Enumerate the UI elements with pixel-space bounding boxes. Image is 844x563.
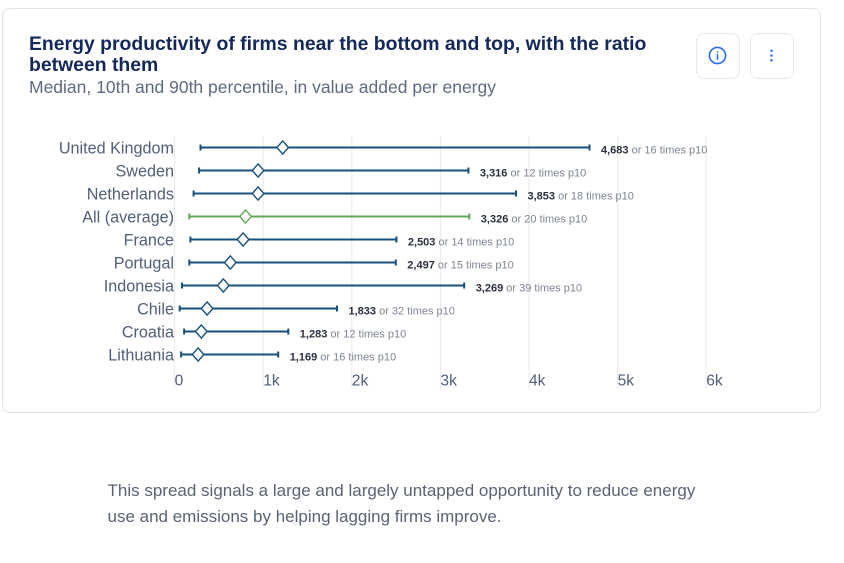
svg-text:Portugal: Portugal [114, 255, 174, 273]
svg-text:1,283 or 12 times p10: 1,283 or 12 times p10 [300, 329, 406, 341]
svg-text:4,683 or 16 times p10: 4,683 or 16 times p10 [601, 145, 707, 157]
svg-text:4k: 4k [529, 372, 546, 389]
svg-text:Netherlands: Netherlands [87, 186, 174, 204]
svg-text:1,833 or 32 times p10: 1,833 or 32 times p10 [349, 306, 455, 318]
svg-text:3,853 or 18 times p10: 3,853 or 18 times p10 [528, 191, 634, 203]
svg-text:Croatia: Croatia [122, 324, 174, 342]
svg-text:2,503 or 14 times p10: 2,503 or 14 times p10 [408, 237, 514, 249]
svg-text:1k: 1k [263, 372, 280, 389]
svg-text:United Kingdom: United Kingdom [59, 140, 174, 158]
svg-text:1,169 or 16 times p10: 1,169 or 16 times p10 [290, 352, 396, 364]
svg-text:3k: 3k [440, 372, 457, 389]
svg-text:3,326 or 20 times p10: 3,326 or 20 times p10 [481, 214, 587, 226]
svg-text:France: France [124, 232, 174, 250]
svg-text:Lithuania: Lithuania [108, 347, 174, 365]
svg-text:2,497 or 15 times p10: 2,497 or 15 times p10 [407, 260, 513, 272]
svg-text:0: 0 [175, 372, 184, 389]
svg-text:Sweden: Sweden [116, 163, 175, 181]
svg-text:All (average): All (average) [82, 209, 174, 227]
svg-text:6k: 6k [706, 372, 723, 389]
svg-text:3,269 or 39 times p10: 3,269 or 39 times p10 [476, 283, 582, 295]
svg-text:5k: 5k [618, 372, 635, 389]
svg-text:Chile: Chile [137, 301, 174, 319]
svg-text:3,316 or 12 times p10: 3,316 or 12 times p10 [480, 168, 586, 180]
svg-text:Indonesia: Indonesia [104, 278, 174, 296]
svg-text:2k: 2k [352, 372, 369, 389]
